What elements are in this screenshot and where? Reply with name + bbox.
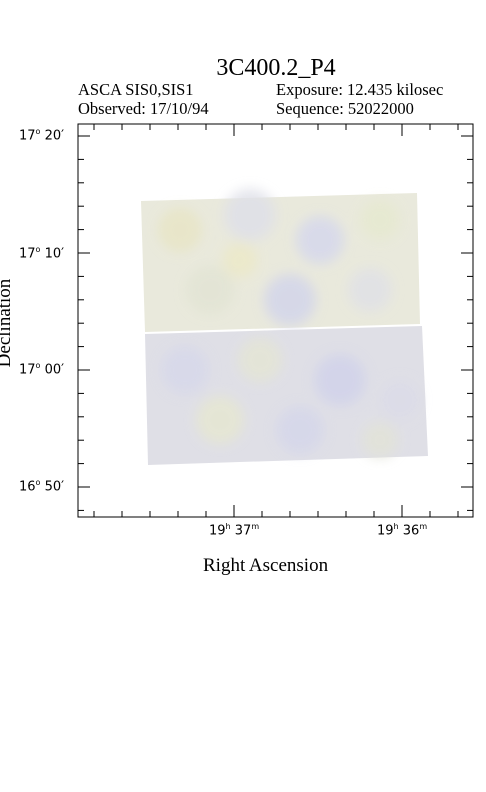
dec-tick-label: 17o 00′ bbox=[19, 361, 65, 378]
image-panel-lower bbox=[145, 326, 428, 465]
page-title: 3C400.2_P4 bbox=[216, 55, 336, 81]
x-axis-label: Right Ascension bbox=[203, 555, 329, 576]
dec-tick-label: 16o 50′ bbox=[19, 478, 65, 495]
axis-ticks bbox=[78, 124, 473, 517]
instrument-label: ASCA SIS0,SIS1 bbox=[78, 80, 194, 99]
exposure-label: Exposure: 12.435 kilosec bbox=[276, 80, 444, 99]
ra-tick-label: 19h 37m bbox=[209, 522, 260, 539]
observed-label: Observed: 17/10/94 bbox=[78, 99, 209, 118]
dec-tick-label: 17o 10′ bbox=[19, 245, 65, 262]
ra-tick-label: 19h 36m bbox=[377, 522, 428, 539]
y-axis-label: Declination bbox=[0, 278, 15, 368]
plot-frame bbox=[77, 123, 474, 518]
sequence-label: Sequence: 52022000 bbox=[276, 99, 414, 118]
dec-tick-label: 17o 20′ bbox=[19, 127, 65, 144]
image-panel-upper bbox=[141, 189, 420, 332]
